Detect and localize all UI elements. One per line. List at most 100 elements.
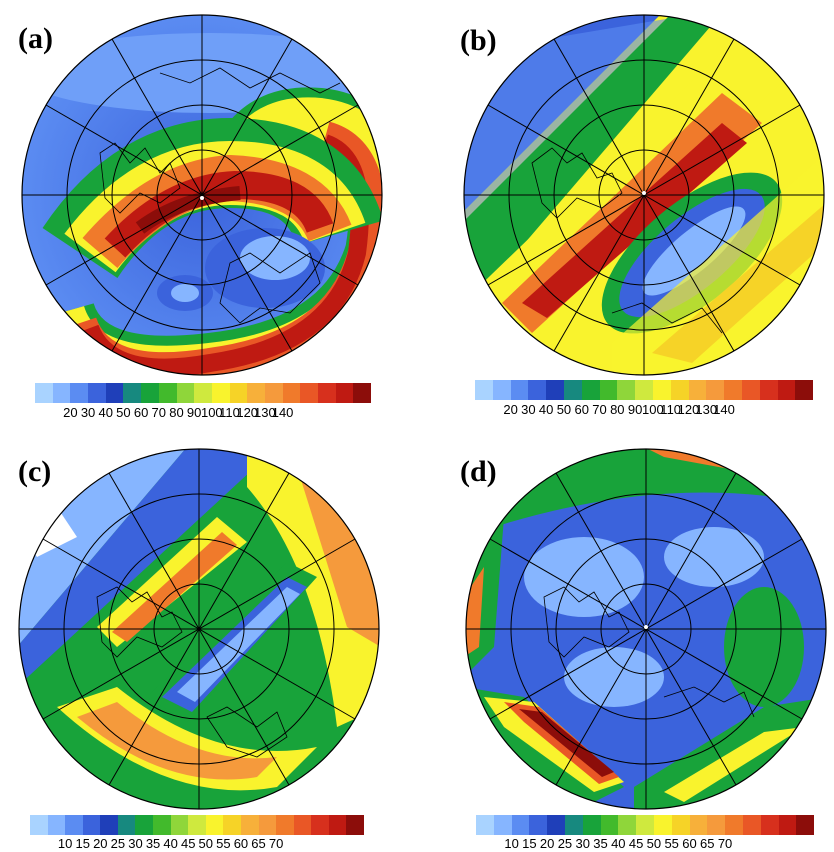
colorbar-tick-label: 90: [627, 402, 643, 417]
colorbar-tick-label: 15: [75, 836, 90, 851]
colorbar-swatch: [600, 815, 619, 835]
colorbar-a: [35, 383, 372, 403]
colorbar-tick-label: 50: [646, 836, 662, 851]
colorbar-swatch: [493, 815, 512, 835]
polar-map-b: [463, 14, 825, 376]
colorbar-tick-label: 120: [236, 405, 259, 420]
colorbar-swatch: [688, 380, 707, 400]
colorbar-swatch: [176, 383, 195, 403]
colorbar-swatch: [724, 380, 742, 400]
colorbar-tick-label: 70: [717, 836, 733, 851]
colorbar-tick-label: 80: [169, 405, 184, 420]
colorbar-swatch: [258, 815, 277, 835]
colorbar-swatch: [30, 815, 48, 835]
colorbar-tick-label: 140: [713, 402, 735, 417]
colorbar-swatch: [188, 815, 206, 835]
colorbar-swatch: [88, 383, 106, 403]
colorbar-swatch: [229, 383, 248, 403]
colorbar-tick-label: 40: [98, 405, 113, 420]
colorbar-swatch: [742, 815, 761, 835]
colorbar-tick-label: 100: [200, 405, 223, 420]
colorbar-swatch: [653, 815, 672, 835]
colorbar-tick-label: 55: [664, 836, 679, 851]
colorbar-swatch: [158, 383, 177, 403]
colorbar-tick-label: 20: [503, 402, 518, 417]
colorbar-tick-label: 60: [682, 836, 697, 851]
colorbar-swatch: [564, 815, 583, 835]
panel-label-a: (a): [18, 22, 53, 55]
colorbar-swatch: [599, 380, 618, 400]
colorbar-swatch: [170, 815, 189, 835]
colorbar-tick-label: 80: [610, 402, 625, 417]
colorbar-swatch: [617, 380, 636, 400]
colorbar-swatch: [635, 380, 653, 400]
colorbar-swatch: [778, 815, 797, 835]
colorbar-swatch: [70, 383, 89, 403]
colorbar-swatch: [777, 380, 796, 400]
colorbar-tick-label: 40: [538, 402, 554, 417]
colorbar-tick-label: 25: [557, 836, 573, 851]
colorbar-swatch: [194, 383, 212, 403]
colorbar-swatch: [35, 383, 53, 403]
colorbar-swatch: [476, 815, 494, 835]
colorbar-tick-label: 15: [522, 836, 537, 851]
colorbar-c: [30, 815, 364, 835]
colorbar-tick-label: 20: [539, 836, 555, 851]
colorbar-swatch: [670, 380, 689, 400]
colorbar-swatch: [264, 383, 283, 403]
colorbar-tick-label: 50: [556, 402, 572, 417]
colorbar-swatch: [636, 815, 654, 835]
colorbar-tick-label: 10: [504, 836, 519, 851]
colorbar-swatch: [528, 380, 547, 400]
colorbar-tick-label: 70: [151, 405, 167, 420]
colorbar-tick-label: 50: [116, 405, 131, 420]
colorbar-swatch: [546, 380, 564, 400]
colorbar-tick-label: 90: [186, 405, 202, 420]
colorbar-tick-label: 45: [180, 836, 196, 851]
colorbar-ticks-c: 10 15 20 25 30 35 40 45 50 55 60 65 70: [30, 836, 364, 852]
colorbar-tick-label: 50: [198, 836, 214, 851]
colorbar-d: [476, 815, 815, 835]
colorbar-tick-label: 20: [63, 405, 78, 420]
colorbar-swatch: [760, 815, 779, 835]
colorbar-swatch: [706, 380, 725, 400]
colorbar-swatch: [652, 380, 671, 400]
colorbar-swatch: [65, 815, 83, 835]
colorbar-ticks-d: 10 15 20 25 30 35 40 45 50 55 60 65 70: [476, 836, 814, 852]
polar-map-a: [21, 14, 383, 376]
panel-label-c: (c): [18, 455, 52, 488]
colorbar-swatch: [300, 383, 318, 403]
colorbar-tick-label: 30: [575, 836, 590, 851]
colorbar-swatch: [282, 383, 301, 403]
colorbar-tick-label: 60: [133, 405, 149, 420]
colorbar-tick-label: 140: [271, 405, 294, 420]
colorbar-swatch: [47, 815, 66, 835]
colorbar-swatch: [618, 815, 637, 835]
colorbar-swatch: [529, 815, 548, 835]
colorbar-swatch: [240, 815, 259, 835]
colorbar-swatch: [311, 815, 329, 835]
colorbar-swatch: [205, 815, 224, 835]
colorbar-swatch: [293, 815, 312, 835]
colorbar-swatch: [105, 383, 124, 403]
colorbar-swatch: [547, 815, 565, 835]
colorbar-tick-label: 20: [93, 836, 108, 851]
colorbar-tick-label: 60: [574, 402, 589, 417]
colorbar-tick-label: 35: [145, 836, 161, 851]
colorbar-swatch: [510, 380, 529, 400]
colorbar-swatch: [223, 815, 241, 835]
colorbar-swatch: [492, 380, 511, 400]
colorbar-swatch: [581, 380, 600, 400]
colorbar-swatch: [52, 383, 71, 403]
polar-map-c: [18, 448, 380, 810]
colorbar-swatch: [328, 815, 347, 835]
colorbar-swatch: [123, 383, 142, 403]
colorbar-swatch: [335, 383, 354, 403]
colorbar-tick-label: 30: [521, 402, 536, 417]
colorbar-ticks-a: 20 30 40 50 60 70 80 90 100 110 120 130 140: [35, 405, 371, 421]
colorbar-tick-label: 70: [592, 402, 607, 417]
colorbar-swatch: [346, 815, 364, 835]
colorbar-swatch: [741, 380, 760, 400]
colorbar-tick-label: 45: [628, 836, 644, 851]
colorbar-swatch: [153, 815, 171, 835]
